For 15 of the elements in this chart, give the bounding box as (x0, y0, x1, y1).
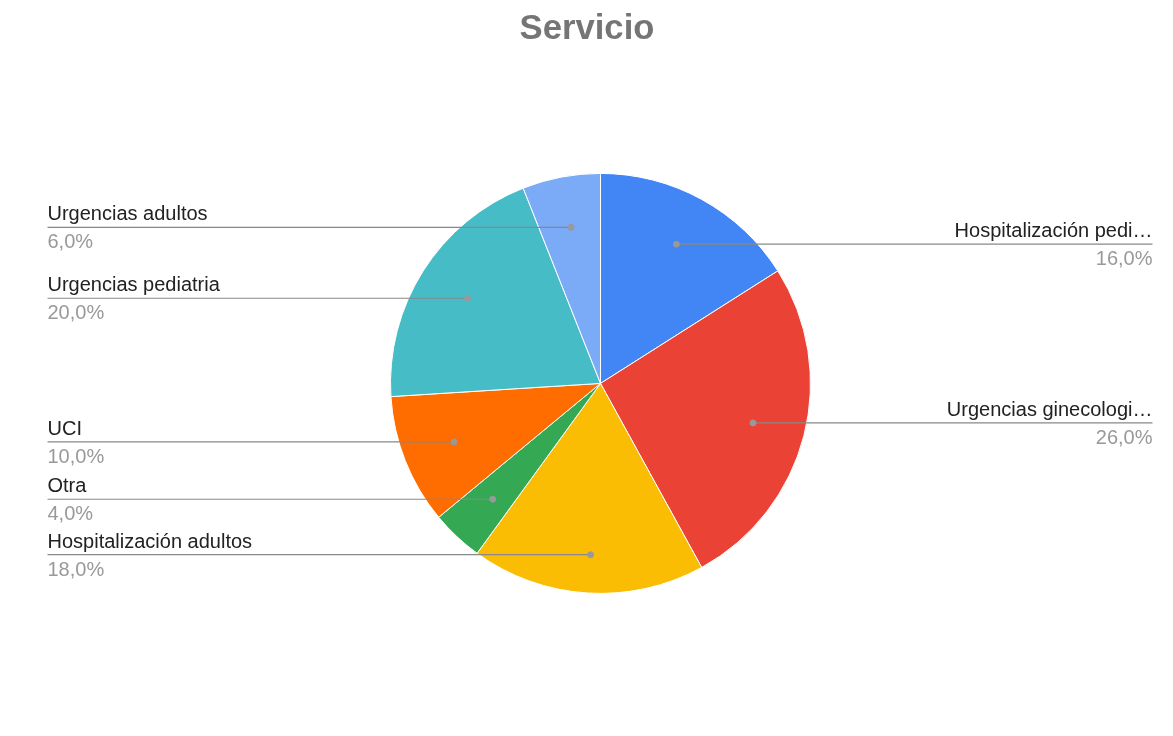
slice-label: UCI (47, 416, 82, 439)
slice-label: Urgencias adultos (47, 202, 208, 225)
data-label: 26,0% (1095, 425, 1153, 448)
data-label: 10,0% (47, 444, 105, 467)
data-label: 18,0% (47, 557, 105, 580)
data-label: 4,0% (47, 502, 94, 525)
slice-label: Urgencias pediatria (47, 273, 221, 296)
data-label: 20,0% (47, 301, 105, 324)
slice-label: Otra (47, 474, 88, 497)
slice-label: Hospitalización adultos (47, 529, 253, 552)
data-label: 16,0% (1095, 247, 1153, 270)
data-label: 6,0% (47, 230, 94, 253)
slice-label: Hospitalización pedi… (954, 219, 1153, 242)
chart-title: Servicio (519, 7, 655, 46)
slice-label: Urgencias ginecologi… (946, 397, 1153, 420)
